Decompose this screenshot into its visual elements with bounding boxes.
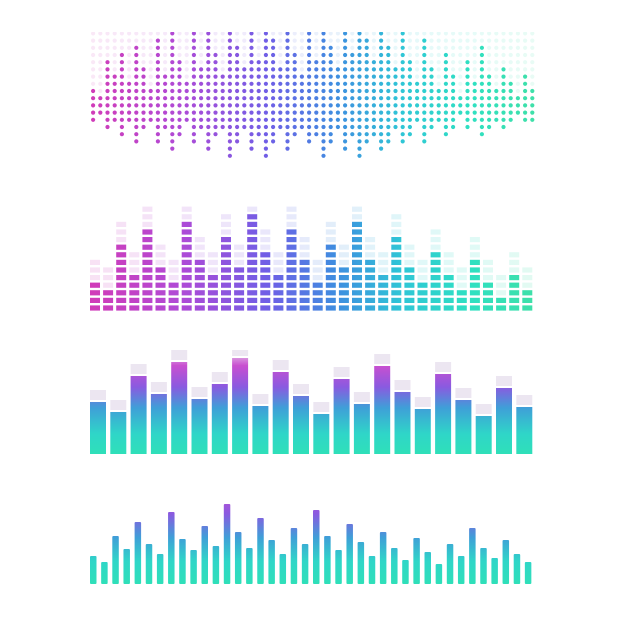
eq-thick [90,350,536,455]
equalizer-set [0,0,626,626]
eq-thin [90,490,536,585]
eq-segments [90,200,536,315]
eq-dots [90,32,536,162]
